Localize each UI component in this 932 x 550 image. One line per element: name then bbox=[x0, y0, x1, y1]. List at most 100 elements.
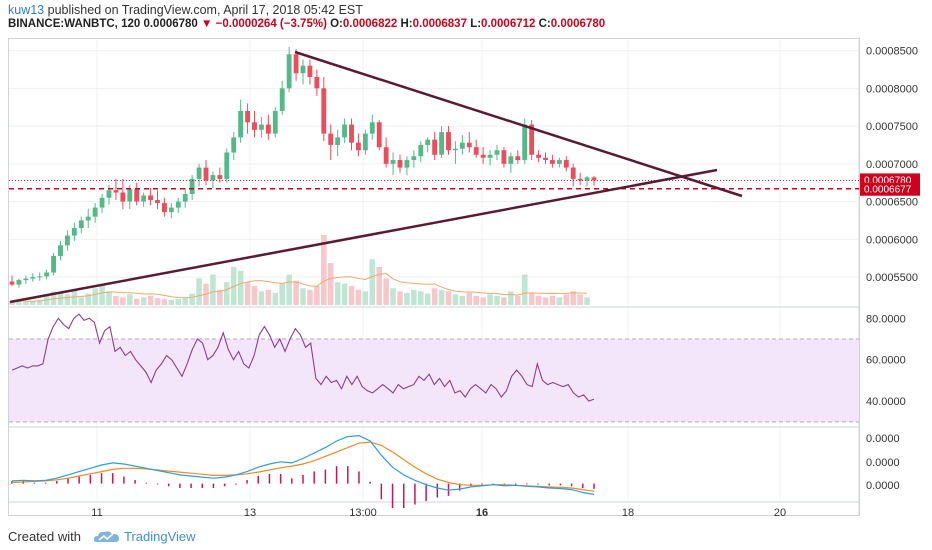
volume-bar bbox=[397, 291, 403, 305]
candle-body bbox=[148, 195, 153, 201]
price-chart[interactable]: 0.0008500 0.0008000 0.0007500 0.0007000 0.00… bbox=[0, 0, 932, 524]
candle-body bbox=[182, 194, 188, 202]
volume-bar bbox=[383, 278, 389, 305]
volume-bar bbox=[168, 299, 175, 305]
volume-bar bbox=[528, 293, 535, 305]
last-price: 0.0006780 bbox=[143, 18, 198, 30]
candle-body bbox=[71, 227, 77, 236]
volume-bar bbox=[140, 297, 147, 305]
created-with-label: Created with bbox=[8, 529, 81, 544]
macd-tick-label: 0.0000 bbox=[866, 433, 900, 445]
volume-bar bbox=[563, 294, 570, 305]
symbol-line: BINANCE:WANBTC, 120 0.0006780 ▼ −0.00002… bbox=[8, 18, 605, 30]
macd-tick-label: 0.0000 bbox=[866, 457, 900, 469]
down-arrow-icon: ▼ bbox=[201, 18, 213, 30]
candle-body bbox=[217, 175, 223, 179]
volume-bar bbox=[147, 295, 154, 305]
volume-bar bbox=[466, 292, 473, 305]
volume-bar bbox=[57, 292, 64, 305]
candle-body bbox=[473, 147, 479, 155]
author-link[interactable]: kuw13 bbox=[8, 3, 45, 17]
volume-bar bbox=[127, 294, 133, 305]
candle-body bbox=[65, 235, 70, 246]
rsi-tick-label: 60.0000 bbox=[866, 355, 906, 367]
volume-bar bbox=[411, 289, 417, 305]
candle-body bbox=[376, 122, 382, 148]
candle-body bbox=[529, 124, 535, 155]
candle-body bbox=[480, 154, 486, 158]
candle-body bbox=[196, 167, 202, 179]
volume-bar bbox=[99, 285, 105, 305]
candle-body bbox=[577, 178, 583, 181]
low-label: L: bbox=[470, 18, 482, 30]
candle-body bbox=[203, 167, 209, 181]
candle-body bbox=[106, 190, 112, 198]
volume-bar bbox=[92, 288, 98, 305]
candle-body bbox=[265, 124, 271, 134]
rsi-band bbox=[9, 339, 859, 422]
volume-bar bbox=[584, 297, 590, 305]
volume-bar bbox=[334, 282, 341, 305]
volume-bar bbox=[196, 278, 202, 305]
volume-bar bbox=[133, 298, 140, 305]
candle-body bbox=[238, 110, 244, 138]
macd-tick-label: 0.0000 bbox=[866, 480, 900, 492]
volume-bar bbox=[217, 289, 223, 305]
candle-body bbox=[189, 178, 195, 195]
candle-body bbox=[453, 148, 458, 151]
candle-body bbox=[58, 245, 63, 256]
candle-body bbox=[252, 122, 257, 130]
volume-bar bbox=[307, 289, 313, 305]
volume-bar bbox=[265, 289, 272, 305]
candle-body bbox=[92, 207, 98, 217]
volume-bar bbox=[279, 283, 285, 305]
candle-body bbox=[37, 276, 43, 278]
volume-bar bbox=[355, 289, 362, 305]
volume-bar bbox=[189, 293, 195, 305]
candle-body bbox=[300, 65, 306, 74]
time-tick-label: 16 bbox=[476, 507, 488, 519]
time-tick-label: 13:00 bbox=[349, 507, 377, 519]
rsi-line bbox=[11, 313, 595, 402]
candle-body bbox=[279, 88, 285, 111]
candle-body bbox=[272, 110, 278, 134]
candle-body bbox=[245, 110, 250, 123]
candle-body bbox=[155, 200, 160, 204]
high-value: 0.0006837 bbox=[412, 18, 467, 30]
price-tick-label: 0.0007000 bbox=[866, 159, 918, 171]
candle-body bbox=[9, 281, 15, 285]
volume-bar bbox=[376, 266, 382, 305]
volume-bar bbox=[314, 285, 320, 305]
support-price-tag-label: 0.0006677 bbox=[864, 185, 912, 196]
volume-bar bbox=[50, 291, 57, 305]
candle-body bbox=[321, 88, 327, 134]
volume-ma-line bbox=[11, 273, 588, 302]
tradingview-cloud-icon[interactable] bbox=[93, 530, 121, 544]
volume-bar bbox=[452, 294, 459, 305]
candle-body bbox=[78, 220, 84, 228]
candle-body bbox=[175, 201, 181, 208]
chart-header: kuw13 published on TradingView.com, Apri… bbox=[0, 0, 932, 34]
candle-body bbox=[439, 132, 444, 155]
candle-body bbox=[397, 160, 403, 168]
volume-bar bbox=[508, 291, 514, 305]
candle-body bbox=[51, 255, 56, 273]
candle-body bbox=[383, 147, 389, 164]
volume-bar bbox=[577, 294, 583, 305]
candle-body bbox=[446, 132, 451, 151]
volume-bar bbox=[272, 292, 279, 305]
tradingview-brand-link[interactable]: TradingView bbox=[124, 529, 196, 544]
candle-body bbox=[425, 139, 431, 145]
volume-bar bbox=[224, 282, 230, 305]
rsi-tick-label: 40.0000 bbox=[866, 396, 906, 408]
low-value: 0.0006712 bbox=[481, 18, 536, 30]
price-tick-label: 0.0006500 bbox=[866, 197, 918, 209]
candle-body bbox=[536, 154, 541, 158]
volume-bar bbox=[161, 298, 168, 305]
macd-line bbox=[11, 434, 595, 496]
volume-bar bbox=[473, 295, 479, 305]
candle-body bbox=[508, 156, 514, 164]
candle-body bbox=[563, 160, 569, 168]
symbol-label: BINANCE:WANBTC, 120 bbox=[8, 18, 141, 30]
candle-body bbox=[362, 133, 368, 151]
